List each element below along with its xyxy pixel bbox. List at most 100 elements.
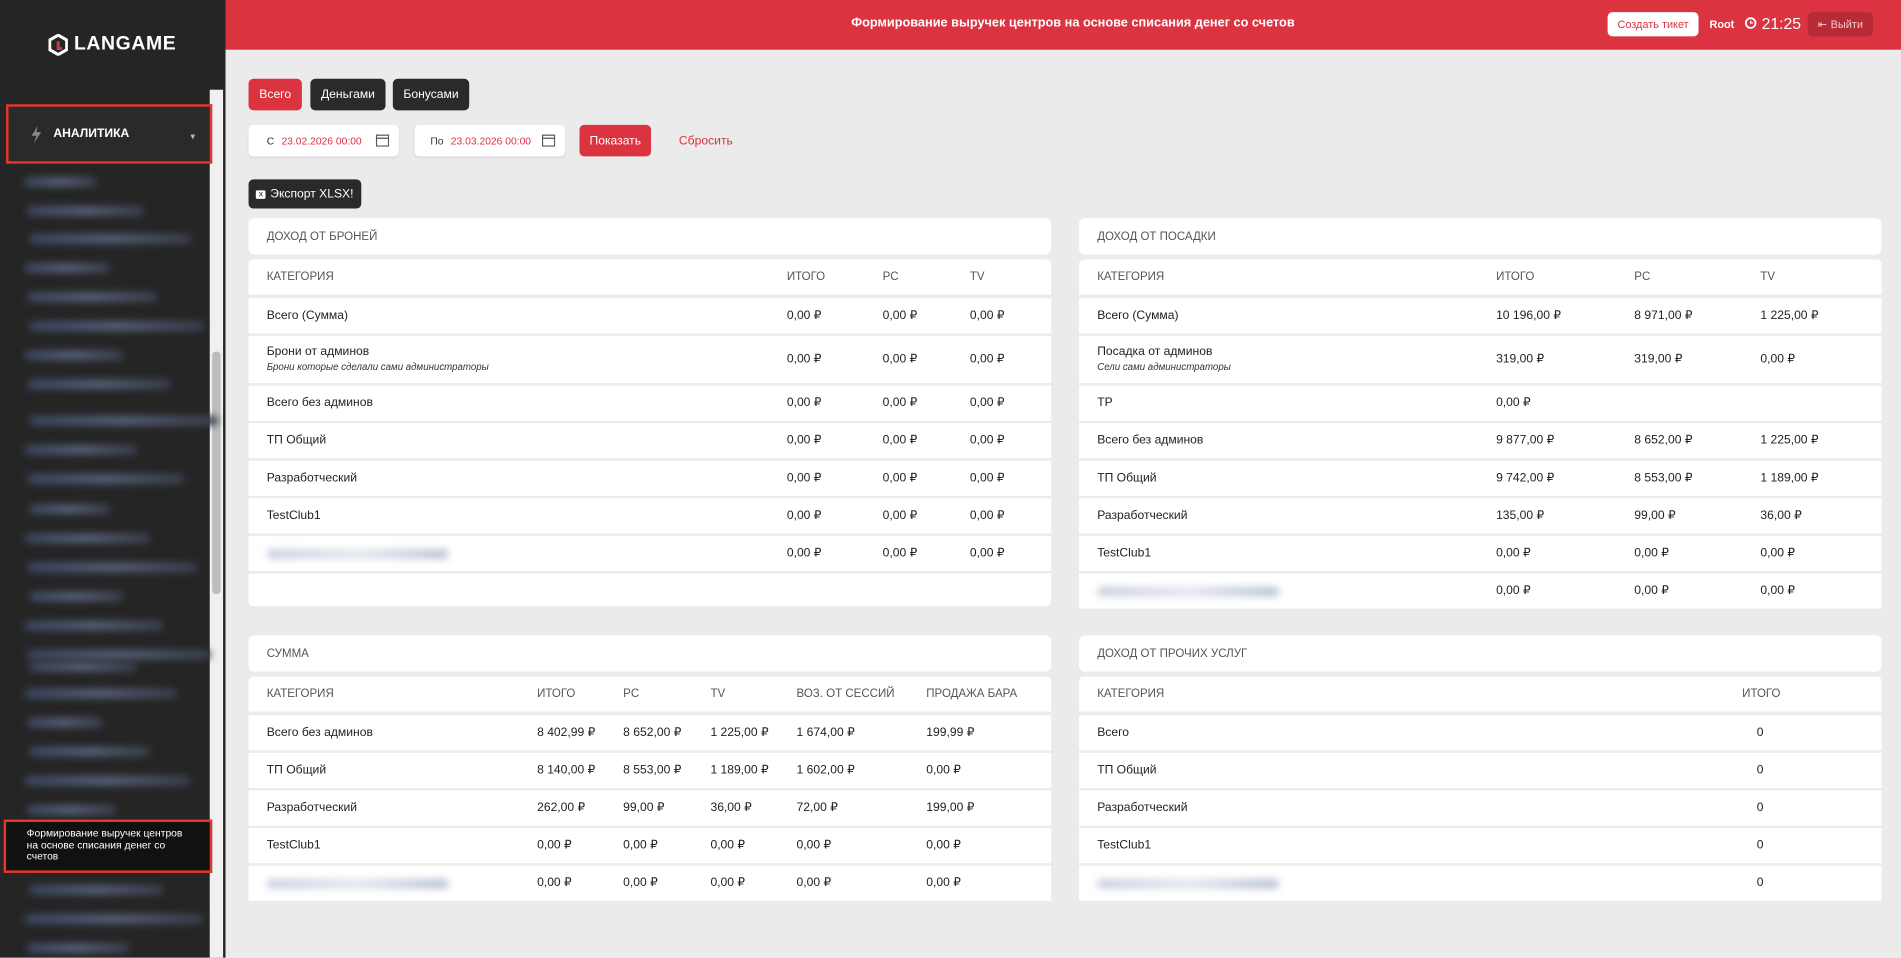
table-title-card: ДОХОД ОТ ПОСАДКИ xyxy=(1079,218,1882,255)
value: 0,00 ₽ xyxy=(710,876,746,890)
date-to[interactable]: По 23.03.2026 00:00 xyxy=(414,124,565,157)
value: 319,00 ₽ xyxy=(1496,352,1545,367)
menu-item-active[interactable]: Формирование выручек центров на основе с… xyxy=(3,819,213,873)
category: TestClub1 xyxy=(1097,838,1152,853)
category: Всего без админов xyxy=(266,396,373,410)
category: Всего без админов xyxy=(1097,434,1204,448)
value: 0,00 ₽ xyxy=(969,352,1005,367)
tab[interactable]: Бонусами xyxy=(392,78,470,111)
value: 1 225,00 ₽ xyxy=(1760,434,1819,448)
menu-item-blurred xyxy=(26,717,104,728)
category: ТП Общий xyxy=(1097,763,1157,778)
column-header: КАТЕГОРИЯ xyxy=(266,270,334,284)
value: 10 196,00 ₽ xyxy=(1496,309,1562,323)
export-label: Экспорт XLSX! xyxy=(270,187,354,201)
table-row: 0,00 ₽ 0,00 ₽ 0,00 ₽ xyxy=(1079,573,1882,609)
value: 0,00 ₽ xyxy=(969,471,1005,485)
menu-item-blurred xyxy=(26,474,185,484)
menu-item-blurred xyxy=(26,649,211,660)
menu-item-blurred xyxy=(24,533,151,544)
value: 0,00 ₽ xyxy=(786,434,822,448)
value: 0,00 ₽ xyxy=(786,546,822,561)
table-row-empty xyxy=(248,573,1052,607)
table-title-card: СУММА xyxy=(248,635,1052,672)
column-header: TV xyxy=(969,270,985,284)
table-row: 0,00 ₽ 0,00 ₽ 0,00 ₽ 0,00 ₽ 0,00 ₽ xyxy=(248,865,1052,901)
table-row: TestClub1 0,00 ₽ 0,00 ₽ 0,00 ₽ xyxy=(248,498,1052,534)
category: Всего xyxy=(1097,726,1130,740)
value: 8 553,00 ₽ xyxy=(623,763,682,778)
table-row: ТП Общий 8 140,00 ₽ 8 553,00 ₽ 1 189,00 ₽ 1 … xyxy=(248,752,1052,789)
sidebar: LANGAME АНАЛИТИКА ▾ Формирование выручек… xyxy=(0,0,226,958)
value: 0,00 ₽ xyxy=(1634,546,1669,561)
table-header-row: КАТЕГОРИЯ ИТОГО xyxy=(1079,676,1882,712)
category: Посадка от админов xyxy=(1097,345,1213,359)
user[interactable]: Root xyxy=(1709,18,1735,31)
table-row: TestClub1 0,00 ₽ 0,00 ₽ 0,00 ₽ xyxy=(1079,535,1882,572)
value: 199,99 ₽ xyxy=(926,726,975,740)
value: 0,00 ₽ xyxy=(882,396,918,410)
value: 8 553,00 ₽ xyxy=(1634,471,1693,485)
column-header: КАТЕГОРИЯ xyxy=(1097,270,1165,284)
menu-item-blurred xyxy=(26,805,117,815)
value: 0,00 ₽ xyxy=(926,838,961,853)
category: Всего без админов xyxy=(266,726,373,740)
value: 0,00 ₽ xyxy=(786,396,822,410)
value: 0,00 ₽ xyxy=(882,352,918,367)
logout-button[interactable]: ⇤ Выйти xyxy=(1807,12,1874,37)
menu-item-blurred xyxy=(24,350,124,361)
tab[interactable]: Всего xyxy=(248,78,302,111)
ticket-button[interactable]: Создать тикет xyxy=(1607,12,1699,37)
date-from[interactable]: С 23.02.2026 00:00 xyxy=(248,124,399,157)
value: 1 225,00 ₽ xyxy=(710,726,769,740)
table-row: Всего без админов 8 402,99 ₽ 8 652,00 ₽ 1 2… xyxy=(248,715,1052,751)
table-row: Разработческий 0 xyxy=(1079,790,1882,826)
category: Всего (Сумма) xyxy=(1097,309,1179,323)
category: Разработческий xyxy=(266,801,358,815)
value: 0,00 ₽ xyxy=(786,509,822,523)
value: 0,00 ₽ xyxy=(1760,352,1796,367)
show-button[interactable]: Показать xyxy=(579,124,652,157)
menu-item-blurred xyxy=(24,263,111,273)
category: Разработческий xyxy=(266,471,358,485)
menu-item-blurred xyxy=(29,885,164,895)
value: 0,00 ₽ xyxy=(969,309,1005,323)
menu-item-blurred xyxy=(29,661,137,672)
table-title: ДОХОД ОТ ПОСАДКИ xyxy=(1097,229,1216,244)
menu-item-blurred xyxy=(24,688,178,699)
table-row: TestClub1 0 xyxy=(1079,828,1882,864)
table-row: ТП Общий 0,00 ₽ 0,00 ₽ 0,00 ₽ xyxy=(248,423,1052,459)
table-row: 0,00 ₽ 0,00 ₽ 0,00 ₽ xyxy=(248,535,1052,572)
table-row: ТП Общий 9 742,00 ₽ 8 553,00 ₽ 1 189,00 ₽ xyxy=(1079,460,1882,496)
reset-link[interactable]: Сбросить xyxy=(678,134,733,148)
table-row: ТР 0,00 ₽ xyxy=(1079,385,1882,421)
table-row: Посадка от админов Сели сами администрато… xyxy=(1079,335,1882,384)
menu-item-blurred xyxy=(26,292,158,302)
value: 0,00 ₽ xyxy=(882,309,918,323)
table-row: Всего (Сумма) 10 196,00 ₽ 8 971,00 ₽ 1 225,… xyxy=(1079,298,1882,334)
to-value: 23.03.2026 00:00 xyxy=(450,134,532,147)
value: 0 xyxy=(1756,801,1764,815)
value: 0,00 ₽ xyxy=(1634,584,1669,598)
clock-icon xyxy=(1744,17,1757,29)
value: 0 xyxy=(1756,838,1764,853)
export-button[interactable]: x Экспорт XLSX! xyxy=(248,179,362,209)
category-blurred xyxy=(1097,878,1280,889)
to-label: По xyxy=(430,134,444,147)
value: 0,00 ₽ xyxy=(969,546,1005,561)
value: 8 652,00 ₽ xyxy=(623,726,682,740)
value: 36,00 ₽ xyxy=(1760,509,1802,523)
category: Разработческий xyxy=(1097,801,1188,815)
value: 0,00 ₽ xyxy=(969,396,1005,410)
table-row: Всего без админов 0,00 ₽ 0,00 ₽ 0,00 ₽ xyxy=(248,385,1052,421)
table-header-row: КАТЕГОРИЯ ИТОГО PC TV ВОЗ. ОТ СЕССИЙ ПРОДАЖА … xyxy=(248,676,1052,712)
table-title-card: ДОХОД ОТ БРОНЕЙ xyxy=(248,218,1052,255)
value: 9 877,00 ₽ xyxy=(1496,434,1555,448)
category: ТП Общий xyxy=(1097,471,1157,485)
value: 0 xyxy=(1756,726,1764,740)
table-header-row: КАТЕГОРИЯ ИТОГО PC TV xyxy=(248,259,1052,295)
value: 0,00 ₽ xyxy=(1496,546,1531,561)
menu-section[interactable]: АНАЛИТИКА ▾ xyxy=(6,104,213,164)
tab[interactable]: Деньгами xyxy=(310,78,386,111)
